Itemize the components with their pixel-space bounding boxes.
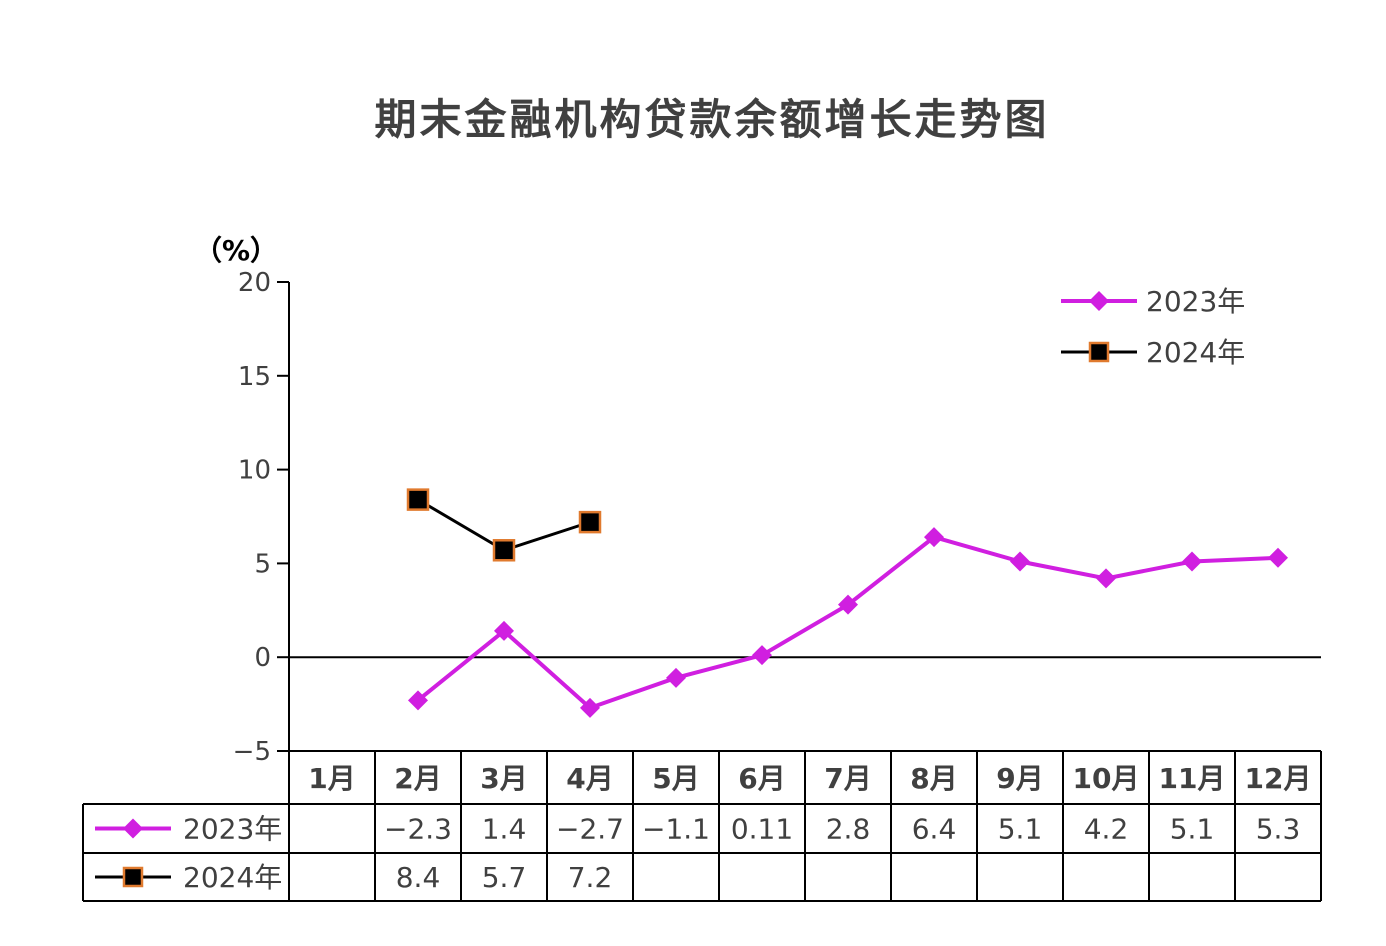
legend-marker bbox=[1088, 341, 1110, 363]
legend-marker bbox=[122, 866, 144, 888]
y-tick-label: 0 bbox=[254, 643, 271, 673]
y-axis-unit: （%） bbox=[194, 234, 278, 267]
data-point bbox=[752, 645, 772, 666]
data-label: 7.2 bbox=[568, 861, 613, 894]
series-line bbox=[416, 534, 1279, 711]
data-label: 5.1 bbox=[998, 813, 1043, 846]
legend-label: 2023年 bbox=[1146, 285, 1245, 318]
y-tick-label: 5 bbox=[254, 549, 271, 579]
data-label: −2.3 bbox=[384, 813, 452, 846]
table-row-label: 2024年 bbox=[183, 861, 282, 894]
data-label: 4.2 bbox=[1084, 813, 1129, 846]
data-point bbox=[578, 510, 602, 534]
data-label: 2.8 bbox=[826, 813, 871, 846]
y-tick-label: −5 bbox=[233, 737, 271, 767]
data-point bbox=[838, 594, 858, 615]
y-tick-label: 20 bbox=[238, 268, 271, 298]
data-label: 5.7 bbox=[482, 861, 527, 894]
data-point bbox=[408, 690, 428, 711]
legend-marker bbox=[1089, 291, 1109, 311]
category-label: 7月 bbox=[824, 762, 871, 795]
data-label: 5.1 bbox=[1170, 813, 1215, 846]
data-point bbox=[406, 488, 430, 511]
category-label: 3月 bbox=[480, 762, 527, 795]
category-label: 12月 bbox=[1245, 762, 1312, 795]
data-point bbox=[1096, 568, 1116, 589]
y-tick-label: 10 bbox=[238, 456, 271, 486]
y-tick-label: 15 bbox=[238, 362, 271, 392]
category-label: 5月 bbox=[652, 762, 699, 795]
data-point bbox=[666, 667, 686, 688]
category-label: 1月 bbox=[308, 762, 355, 795]
data-label: 0.11 bbox=[731, 813, 793, 846]
category-label: 6月 bbox=[738, 762, 785, 795]
data-point bbox=[494, 620, 514, 641]
data-label: 6.4 bbox=[912, 813, 957, 846]
category-label: 10月 bbox=[1073, 762, 1140, 795]
data-point bbox=[1010, 551, 1030, 572]
table-row-label: 2023年 bbox=[183, 813, 282, 846]
data-label: −1.1 bbox=[642, 813, 710, 846]
series-layer bbox=[406, 488, 1288, 718]
category-label: 4月 bbox=[566, 762, 613, 795]
chart-title: 期末金融机构贷款余额增长走势图 bbox=[374, 95, 1049, 144]
category-label: 9月 bbox=[996, 762, 1043, 795]
category-label: 8月 bbox=[910, 762, 957, 795]
legend-marker bbox=[123, 818, 143, 839]
category-label: 2月 bbox=[394, 762, 441, 795]
data-label: 8.4 bbox=[396, 861, 441, 894]
legend-label: 2024年 bbox=[1146, 336, 1245, 369]
data-point bbox=[492, 539, 516, 562]
data-label: 1.4 bbox=[482, 813, 527, 846]
data-point bbox=[1182, 551, 1202, 572]
category-label: 11月 bbox=[1159, 762, 1226, 795]
data-point bbox=[580, 697, 600, 718]
data-point bbox=[924, 527, 944, 548]
data-point bbox=[1268, 547, 1288, 568]
legend: 2023年 2024年 bbox=[1061, 285, 1245, 369]
data-label: −2.7 bbox=[556, 813, 624, 846]
axes: −5 0 5 10 15 20 bbox=[233, 268, 1321, 767]
data-label: 5.3 bbox=[1256, 813, 1301, 846]
